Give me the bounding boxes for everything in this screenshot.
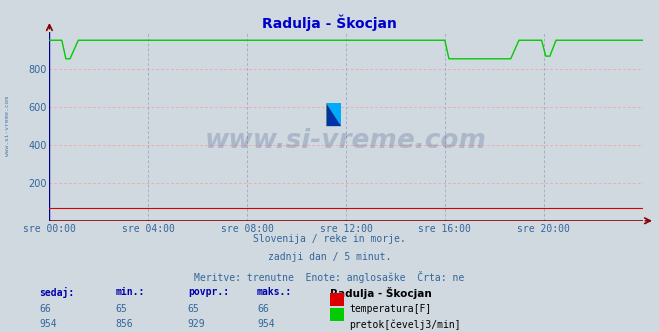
Text: 929: 929	[188, 319, 206, 329]
Text: Slovenija / reke in morje.: Slovenija / reke in morje.	[253, 234, 406, 244]
Text: www.si-vreme.com: www.si-vreme.com	[5, 96, 11, 156]
Text: 66: 66	[257, 304, 269, 314]
Text: Meritve: trenutne  Enote: anglosaške  Črta: ne: Meritve: trenutne Enote: anglosaške Črta…	[194, 271, 465, 283]
Text: povpr.:: povpr.:	[188, 287, 229, 297]
Text: 856: 856	[115, 319, 133, 329]
Text: pretok[čevelj3/min]: pretok[čevelj3/min]	[349, 319, 461, 330]
Bar	[326, 104, 341, 126]
Text: Radulja - Škocjan: Radulja - Škocjan	[262, 15, 397, 32]
Polygon shape	[326, 104, 341, 126]
Text: 954: 954	[257, 319, 275, 329]
Text: 65: 65	[115, 304, 127, 314]
Text: zadnji dan / 5 minut.: zadnji dan / 5 minut.	[268, 252, 391, 262]
Text: maks.:: maks.:	[257, 287, 292, 297]
Text: 954: 954	[40, 319, 57, 329]
Text: min.:: min.:	[115, 287, 145, 297]
Text: 65: 65	[188, 304, 200, 314]
Text: temperatura[F]: temperatura[F]	[349, 304, 432, 314]
Text: 66: 66	[40, 304, 51, 314]
Text: Radulja - Škocjan: Radulja - Škocjan	[330, 287, 431, 299]
Text: sedaj:: sedaj:	[40, 287, 74, 298]
Polygon shape	[326, 104, 341, 126]
Text: www.si-vreme.com: www.si-vreme.com	[205, 128, 487, 154]
